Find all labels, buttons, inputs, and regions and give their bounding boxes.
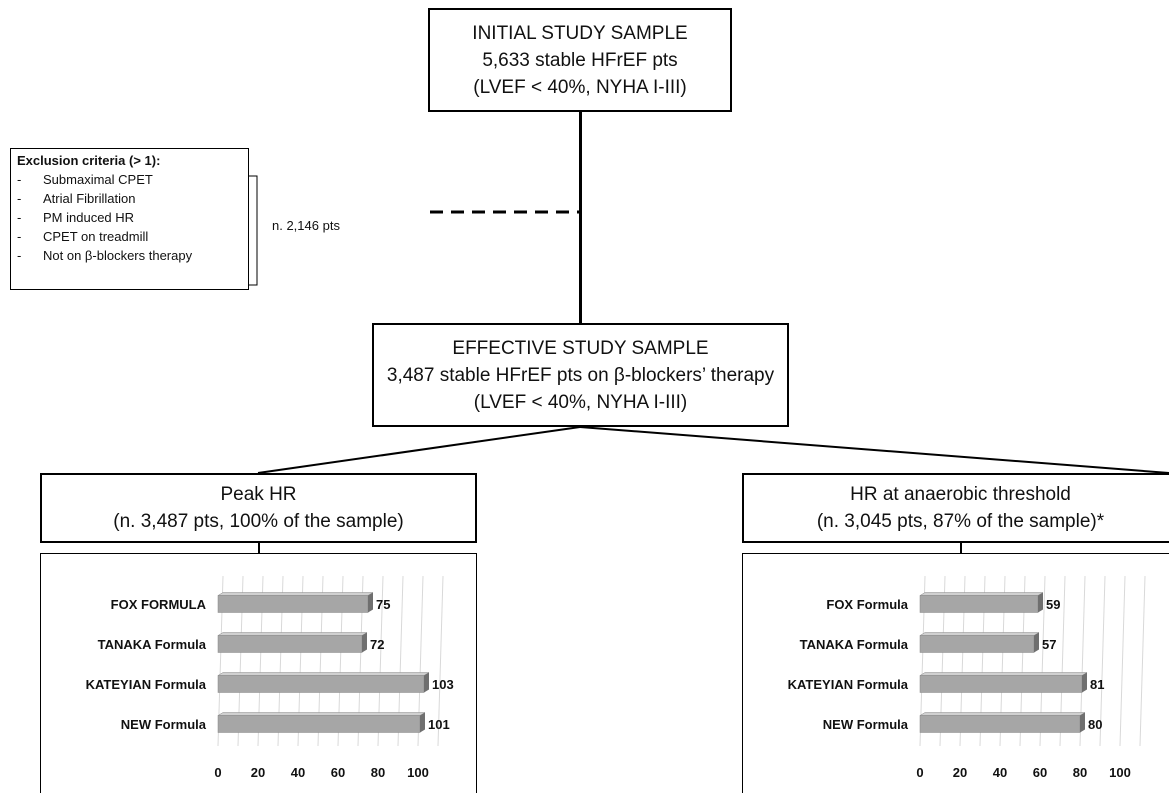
connector-effective-to-at — [579, 426, 1169, 474]
at-hr-value-label: 80 — [1088, 717, 1102, 732]
at-hr-title: HR at anaerobic threshold — [850, 484, 1071, 505]
peak-hr-bar — [217, 632, 368, 653]
effective-criteria: (LVEF < 40%, NYHA I-III) — [473, 391, 688, 413]
at-hr-gridline — [1099, 575, 1106, 747]
effective-sample-box: EFFECTIVE STUDY SAMPLE 3,487 stable HFrE… — [372, 323, 789, 427]
peak-hr-bar — [217, 712, 426, 733]
at-hr-box: HR at anaerobic threshold (n. 3,045 pts,… — [742, 473, 1169, 543]
at-hr-bar — [919, 592, 1044, 613]
exclusion-item: - Not on β-blockers therapy — [17, 248, 193, 263]
peak-hr-tick-label: 100 — [407, 765, 429, 780]
peak-hr-category-label: KATEYIAN Formula — [86, 677, 207, 692]
peak-hr-tick-label: 20 — [251, 765, 265, 780]
at-hr-chart: FOX Formula 59 TANAKA Formula 57 KATEYIAN Fo… — [742, 553, 1169, 793]
at-hr-category-label: TANAKA Formula — [800, 637, 909, 652]
exclusion-item: - Submaximal CPET — [17, 172, 153, 187]
at-hr-tick-label: 0 — [916, 765, 923, 780]
at-hr-bar — [919, 632, 1040, 653]
peak-hr-tick-label: 80 — [371, 765, 385, 780]
at-hr-tick-label: 100 — [1109, 765, 1131, 780]
initial-sample-box: INITIAL STUDY SAMPLE 5,633 stable HFrEF … — [428, 8, 732, 112]
peak-hr-tick-label: 60 — [331, 765, 345, 780]
connector-peak-to-chart — [258, 543, 260, 553]
peak-hr-box: Peak HR (n. 3,487 pts, 100% of the sampl… — [40, 473, 477, 543]
initial-count: 5,633 stable HFrEF pts — [482, 49, 678, 71]
peak-hr-value-label: 72 — [370, 637, 384, 652]
peak-hr-bar — [217, 672, 430, 693]
at-hr-tick-label: 20 — [953, 765, 967, 780]
at-hr-category-label: FOX Formula — [826, 597, 908, 612]
at-hr-category-label: NEW Formula — [823, 717, 909, 732]
effective-title: EFFECTIVE STUDY SAMPLE — [452, 337, 709, 359]
at-hr-gridline — [1139, 575, 1146, 747]
connector-effective-to-peak — [257, 426, 581, 474]
peak-hr-category-label: NEW Formula — [121, 717, 207, 732]
peak-hr-value-label: 75 — [376, 597, 390, 612]
connector-at-to-chart — [960, 543, 962, 553]
at-hr-gridline — [1119, 575, 1126, 747]
initial-title: INITIAL STUDY SAMPLE — [472, 22, 688, 44]
peak-hr-chart-svg: FOX FORMULA 75 TANAKA Formula 72 KATEYIAN Fo… — [86, 575, 454, 780]
at-hr-chart-svg: FOX Formula 59 TANAKA Formula 57 KATEYIAN Fo… — [788, 575, 1146, 780]
at-hr-tick-label: 60 — [1033, 765, 1047, 780]
exclusion-count: n. 2,146 pts — [272, 218, 340, 233]
at-hr-value-label: 81 — [1090, 677, 1104, 692]
at-hr-bar — [919, 712, 1086, 733]
peak-hr-value-label: 101 — [428, 717, 450, 732]
at-hr-subtitle: (n. 3,045 pts, 87% of the sample)* — [816, 511, 1105, 532]
at-hr-tick-label: 40 — [993, 765, 1007, 780]
at-hr-value-label: 57 — [1042, 637, 1056, 652]
peak-hr-tick-label: 0 — [214, 765, 221, 780]
peak-hr-chart: FOX FORMULA 75 TANAKA Formula 72 KATEYIAN Fo… — [40, 553, 477, 793]
effective-count: 3,487 stable HFrEF pts on β-blockers’ th… — [386, 364, 775, 386]
peak-hr-bar — [217, 592, 374, 613]
exclusion-item: - PM induced HR — [17, 210, 135, 225]
peak-hr-category-label: FOX FORMULA — [111, 597, 207, 612]
peak-hr-tick-label: 40 — [291, 765, 305, 780]
peak-hr-category-label: TANAKA Formula — [98, 637, 207, 652]
at-hr-tick-label: 80 — [1073, 765, 1087, 780]
exclusion-item: - CPET on treadmill — [17, 229, 149, 244]
peak-hr-value-label: 103 — [432, 677, 454, 692]
at-hr-value-label: 59 — [1046, 597, 1060, 612]
at-hr-bar — [919, 672, 1088, 693]
connector-initial-to-effective — [579, 112, 582, 323]
at-hr-category-label: KATEYIAN Formula — [788, 677, 909, 692]
exclusion-criteria-box: Exclusion criteria (> 1): - Submaximal CP… — [10, 148, 249, 290]
exclusion-item: - Atrial Fibrillation — [17, 191, 136, 206]
peak-hr-gridline — [437, 575, 444, 747]
peak-hr-subtitle: (n. 3,487 pts, 100% of the sample) — [113, 511, 404, 532]
initial-criteria: (LVEF < 40%, NYHA I-III) — [473, 76, 687, 98]
peak-hr-title: Peak HR — [220, 484, 297, 505]
exclusion-title: Exclusion criteria (> 1): — [17, 153, 161, 168]
